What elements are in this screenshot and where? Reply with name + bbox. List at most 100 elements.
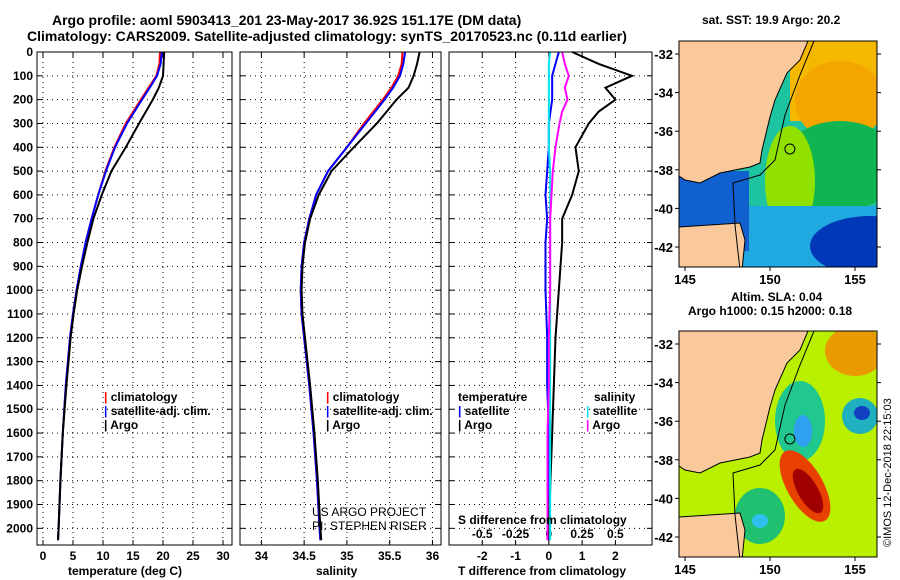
legend-satellite: satellite-adj. clim. <box>332 404 433 418</box>
y-tick-label: 900 <box>13 259 33 273</box>
panel-temperature: 0100200300400500600700800900100011001200… <box>6 45 233 563</box>
lat-tick-label: -34 <box>654 376 674 391</box>
legend-t-satellite: satellite <box>464 404 510 418</box>
legend-climatology: climatology <box>332 390 400 404</box>
y-tick-label: 1900 <box>6 498 33 512</box>
y-tick-label: 100 <box>13 69 33 83</box>
warm-core <box>795 61 877 141</box>
series-s-satellite <box>547 51 552 541</box>
lat-tick-label: -36 <box>654 414 673 429</box>
map-content <box>679 41 877 267</box>
y-tick-label: 600 <box>13 188 33 202</box>
x-tick-label: 15 <box>126 549 140 563</box>
x-tick-label: 2 <box>612 549 619 563</box>
low-core-2 <box>854 406 870 420</box>
legend-t-argo: Argo <box>464 418 493 432</box>
lat-tick-label: -38 <box>654 163 673 178</box>
series-2 <box>300 51 421 541</box>
legend-s-satellite: satellite <box>592 404 638 418</box>
project-annotation: US ARGO PROJECT PI: STEPHEN RISER <box>312 505 427 533</box>
plot-frame <box>36 51 233 546</box>
x-tick-label: 34 <box>255 549 269 563</box>
x-tick-label: 30 <box>216 549 230 563</box>
x-tick-label: 0 <box>545 549 552 563</box>
y-tick-label: 1200 <box>6 331 33 345</box>
y-tick-label: 200 <box>13 93 33 107</box>
x-tick-label: 36 <box>426 549 440 563</box>
cold-region <box>810 216 877 267</box>
lat-tick-label: -40 <box>654 491 673 506</box>
y-tick-label: 0 <box>26 45 33 59</box>
lat-tick-label: -32 <box>654 337 673 352</box>
x-tick-label: 5 <box>70 549 77 563</box>
lon-tick-label: 145 <box>674 562 696 577</box>
float-position-marker <box>784 433 796 445</box>
lon-tick-label: 150 <box>759 272 781 287</box>
australia-land <box>679 41 809 184</box>
series-t-satellite <box>544 51 560 541</box>
x-tick-label: 1 <box>579 549 586 563</box>
legend-climatology: climatology <box>110 390 178 404</box>
series-t-argo <box>547 51 635 541</box>
high-anomaly <box>825 331 877 376</box>
sal-legend: | climatology | satellite-adj. clim. | A… <box>326 390 433 432</box>
float-position-marker <box>784 143 796 155</box>
panel-salinity: 34 34.5 35 35.5 36 <box>239 51 442 563</box>
x-tick-label: -1 <box>510 549 521 563</box>
legend-title-salinity: salinity <box>594 390 636 404</box>
lon-tick-label: 150 <box>759 562 781 577</box>
lat-tick-label: -32 <box>654 47 673 62</box>
legend-s-argo: Argo <box>592 418 621 432</box>
sst-map-title: sat. SST: 19.9 Argo: 20.2 <box>702 13 841 27</box>
title-line-1: Argo profile: aoml 5903413_201 23-May-20… <box>52 12 522 28</box>
tasmania-land <box>679 222 746 267</box>
x-tick-label: 35.5 <box>378 549 402 563</box>
y-tick-label: 1500 <box>6 402 33 416</box>
legend-satellite: satellite-adj. clim. <box>110 404 211 418</box>
lat-tick-label: -38 <box>654 453 673 468</box>
x-tick-label: 25 <box>186 549 200 563</box>
legend-argo: Argo <box>332 418 361 432</box>
lat-tick-label: -40 <box>654 201 673 216</box>
lat-tick-label: -36 <box>654 124 673 139</box>
plot-frame <box>448 51 653 546</box>
low-core <box>794 415 812 447</box>
x-tick-label: 10 <box>96 549 110 563</box>
y-tick-label: 1700 <box>6 450 33 464</box>
y-tick-label: 400 <box>13 140 33 154</box>
title-line-2: Climatology: CARS2009. Satellite-adjuste… <box>27 28 627 44</box>
project-name: US ARGO PROJECT <box>312 505 427 519</box>
x-tick-label: 20 <box>156 549 170 563</box>
lat-tick-label: -34 <box>654 86 674 101</box>
isobath <box>732 41 815 267</box>
series-s-argo <box>546 51 570 541</box>
sla-map: -32 -34 -36 -38 -40 -42 145 150 155 <box>654 330 881 577</box>
x2-tick-label: 0.25 <box>570 527 594 541</box>
tasmania-land <box>679 512 746 557</box>
x2-tick-label: -0.5 <box>472 527 493 541</box>
lat-tick-label: -42 <box>654 530 673 545</box>
t-diff-legend: temperature | satellite | Argo <box>458 390 528 432</box>
x2-tick-label: -0.25 <box>502 527 530 541</box>
eddy-core <box>792 468 824 514</box>
series-1 <box>57 51 163 541</box>
x-tick-label: 35 <box>340 549 354 563</box>
sla-map-title-1: Altim. SLA: 0.04 <box>731 290 823 304</box>
t-xlabel: temperature (deg C) <box>68 564 183 578</box>
y-tick-label: 1600 <box>6 426 33 440</box>
map-frame <box>678 40 878 268</box>
lat-tick-label: -42 <box>654 240 673 255</box>
s-diff-legend: salinity | satellite | Argo <box>586 390 638 432</box>
temp-legend: | climatology | satellite-adj. clim. | A… <box>104 390 211 432</box>
credit-text: ©IMOS 12-Dec-2018 22:15:03 <box>882 398 894 547</box>
y-tick-label: 1000 <box>6 283 33 297</box>
y-tick-label: 1100 <box>7 307 33 321</box>
lon-tick-label: 155 <box>844 562 866 577</box>
x-tick-label: -2 <box>477 549 488 563</box>
legend-title-temperature: temperature <box>458 390 528 404</box>
y-tick-label: 1400 <box>6 378 33 392</box>
legend-argo: Argo <box>110 418 139 432</box>
lon-tick-label: 145 <box>674 272 696 287</box>
map-content <box>679 331 877 557</box>
